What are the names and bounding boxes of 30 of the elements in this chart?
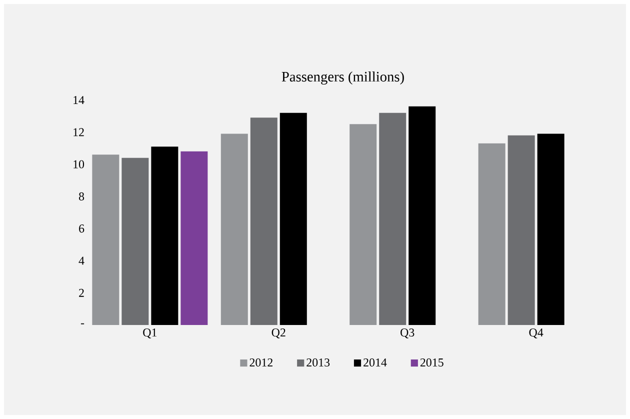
- bar: [92, 154, 120, 325]
- bar: [180, 151, 208, 325]
- bar: [250, 118, 278, 325]
- bar: [379, 112, 406, 325]
- x-tick-label: Q2: [272, 328, 286, 338]
- y-tick-label: 2: [79, 288, 84, 297]
- legend-label: 2012: [250, 358, 272, 366]
- y-tick-label: 4: [78, 256, 84, 265]
- bar: [151, 146, 178, 325]
- y-tick-label: 14: [74, 96, 84, 104]
- chart-title: Passengers (millions): [282, 71, 404, 85]
- bar: [220, 134, 248, 325]
- y-tick-label: 8: [78, 192, 84, 200]
- x-tick-label: Q1: [143, 328, 157, 338]
- legend-label: 2013: [306, 358, 330, 366]
- legend-label: 2014: [364, 358, 387, 366]
- bar: [280, 112, 307, 325]
- bar: [478, 143, 506, 325]
- bar: [122, 158, 149, 325]
- bar: [408, 106, 436, 325]
- y-tick-label: 6: [79, 224, 84, 233]
- x-tick-label: Q4: [529, 328, 544, 338]
- bar: [537, 134, 564, 325]
- legend-label: 2015: [420, 358, 444, 366]
- y-tick-label: 10: [74, 160, 84, 168]
- x-tick-label: Q3: [400, 328, 414, 338]
- y-tick-label: 12: [74, 128, 84, 136]
- y-tick-label: -: [80, 323, 84, 324]
- bar: [350, 124, 377, 325]
- bar: [508, 135, 535, 325]
